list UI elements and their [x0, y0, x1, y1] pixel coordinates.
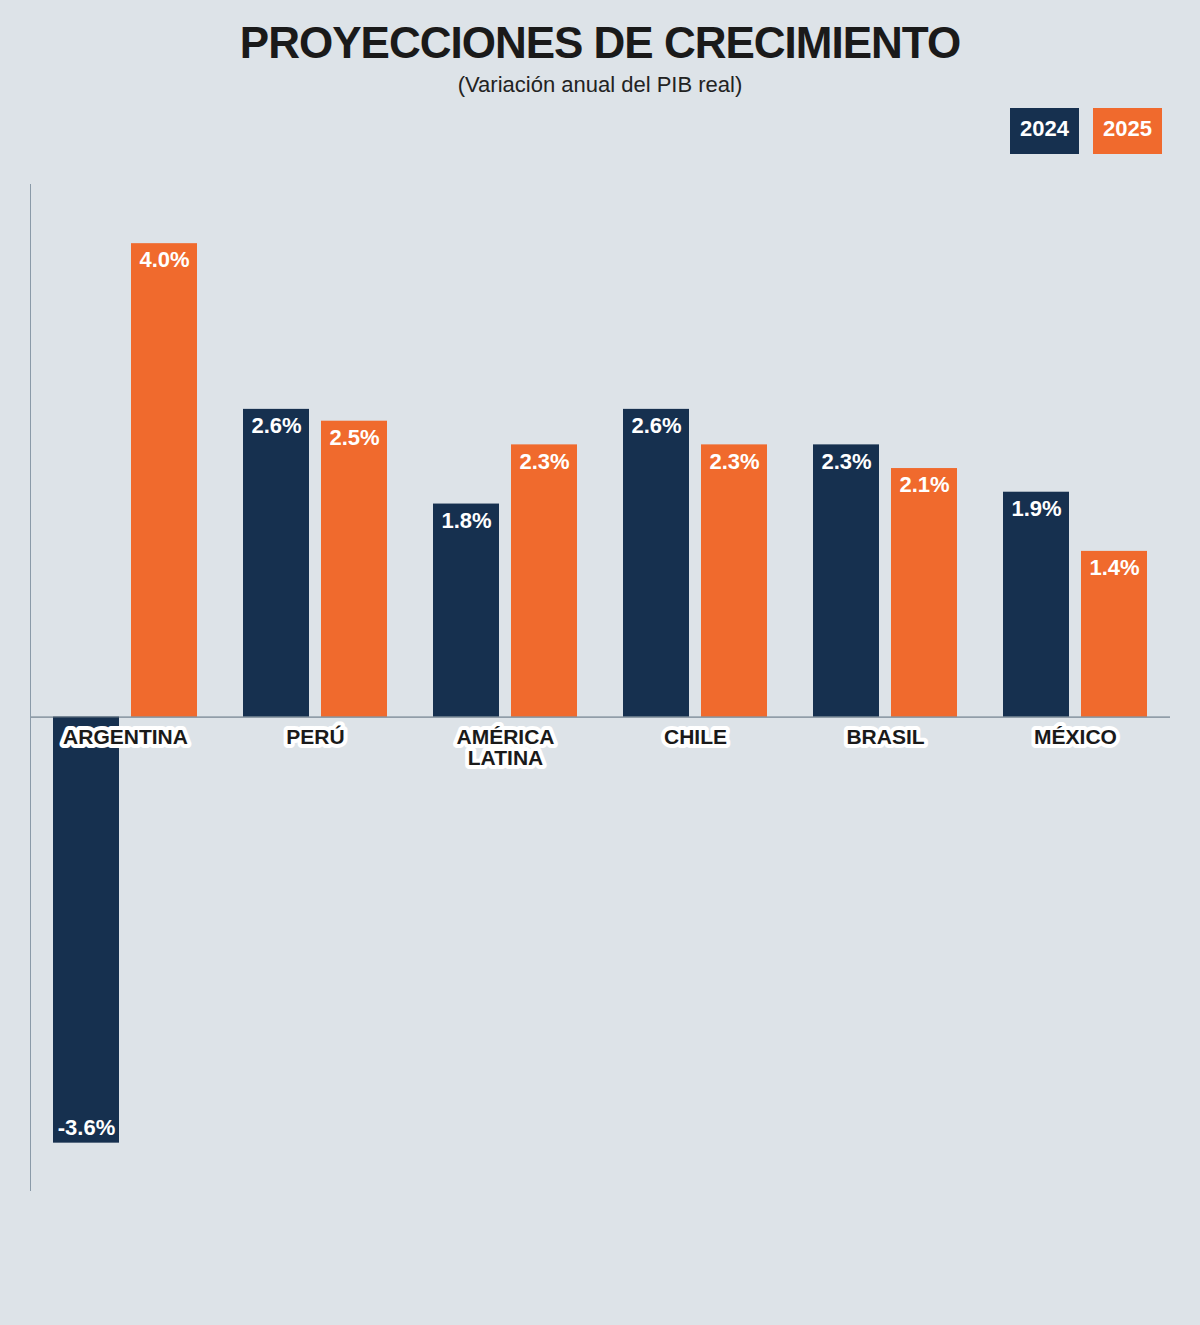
svg-text:2.6%: 2.6%	[251, 413, 301, 438]
svg-text:2.1%: 2.1%	[899, 472, 949, 497]
svg-text:2.3%: 2.3%	[821, 448, 871, 473]
svg-text:ARGENTINA: ARGENTINA	[63, 725, 188, 748]
html-text:2025: 2025	[1103, 116, 1152, 141]
svg-text:PERÚ: PERÚ	[286, 725, 344, 748]
svg-text:BRASIL: BRASIL	[846, 725, 924, 748]
svg-text:2.3%: 2.3%	[519, 448, 569, 473]
svg-text:AMÉRICALATINA: AMÉRICALATINA	[457, 725, 555, 769]
html-text:(Variación anual del PIB real): (Variación anual del PIB real)	[457, 72, 743, 97]
svg-text:1.9%: 1.9%	[1011, 496, 1061, 521]
svg-text:CHILE: CHILE	[664, 725, 727, 748]
svg-text:4.0%: 4.0%	[139, 247, 189, 272]
html-text:PROYECCIONES DE CRECIMIENTO: PROYECCIONES DE CRECIMIENTO	[239, 18, 961, 67]
svg-text:2.5%: 2.5%	[329, 425, 379, 450]
svg-text:2.6%: 2.6%	[631, 413, 681, 438]
svg-text:1.4%: 1.4%	[1089, 555, 1139, 580]
svg-text:1.8%: 1.8%	[441, 508, 491, 533]
svg-text:MÉXICO: MÉXICO	[1034, 725, 1117, 748]
svg-text:-3.6%: -3.6%	[58, 1115, 115, 1140]
svg-text:2.3%: 2.3%	[709, 448, 759, 473]
html-text:2024: 2024	[1020, 116, 1069, 141]
